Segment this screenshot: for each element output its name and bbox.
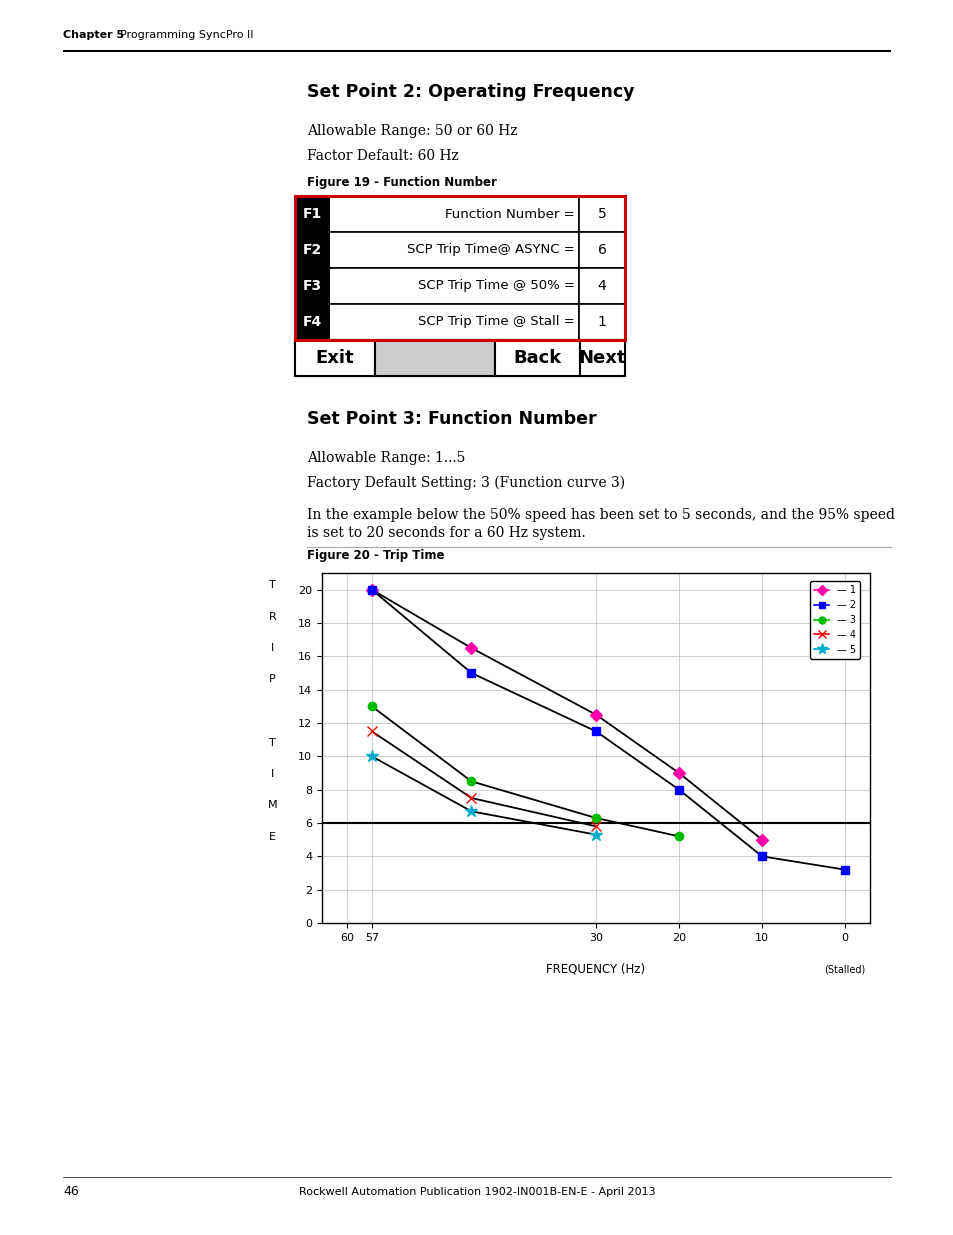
Text: Chapter 5: Chapter 5 <box>63 30 124 40</box>
Bar <box>329 196 578 232</box>
Bar <box>294 196 329 232</box>
Text: M: M <box>268 800 277 810</box>
Text: Function Number =: Function Number = <box>445 207 575 221</box>
Text: T: T <box>269 737 275 747</box>
Bar <box>63 49 890 52</box>
Text: I: I <box>271 769 274 779</box>
Bar <box>294 340 624 375</box>
Text: Figure 20 - Trip Time: Figure 20 - Trip Time <box>307 550 444 562</box>
Bar <box>578 196 624 232</box>
Bar <box>294 196 624 340</box>
Text: Next: Next <box>578 350 625 367</box>
Text: Allowable Range: 50 or 60 Hz: Allowable Range: 50 or 60 Hz <box>307 124 517 138</box>
Text: Exit: Exit <box>315 350 354 367</box>
Text: F3: F3 <box>302 279 321 293</box>
Text: is set to 20 seconds for a 60 Hz system.: is set to 20 seconds for a 60 Hz system. <box>307 526 585 540</box>
X-axis label: FREQUENCY (Hz): FREQUENCY (Hz) <box>546 962 645 976</box>
Text: F1: F1 <box>302 207 321 221</box>
Bar <box>294 304 329 340</box>
Text: Set Point 2: Operating Frequency: Set Point 2: Operating Frequency <box>307 83 634 101</box>
Bar <box>495 340 579 375</box>
Text: SCP Trip Time @ Stall =: SCP Trip Time @ Stall = <box>417 315 575 329</box>
Text: (Stalled): (Stalled) <box>823 965 864 974</box>
Text: SCP Trip Time @ 50% =: SCP Trip Time @ 50% = <box>417 279 575 293</box>
Legend: — 1, — 2, — 3, — 4, — 5: — 1, — 2, — 3, — 4, — 5 <box>809 582 859 658</box>
Bar <box>375 340 495 375</box>
Bar <box>294 268 329 304</box>
Bar <box>294 232 329 268</box>
Text: Allowable Range: 1...5: Allowable Range: 1...5 <box>307 451 465 466</box>
Bar <box>294 268 329 304</box>
Bar <box>294 232 329 268</box>
Text: SCP Trip Time@ ASYNC =: SCP Trip Time@ ASYNC = <box>407 243 575 257</box>
Text: P: P <box>269 674 275 684</box>
Text: Set Point 3: Function Number: Set Point 3: Function Number <box>307 410 596 429</box>
Text: In the example below the 50% speed has been set to 5 seconds, and the 95% speed: In the example below the 50% speed has b… <box>307 508 894 522</box>
Text: Programming SyncPro II: Programming SyncPro II <box>120 30 253 40</box>
Bar <box>579 340 624 375</box>
Text: 5: 5 <box>597 207 606 221</box>
Bar <box>578 304 624 340</box>
Text: 4: 4 <box>597 279 606 293</box>
Text: Back: Back <box>513 350 561 367</box>
Text: E: E <box>269 832 275 842</box>
Text: Factory Default Setting: 3 (Function curve 3): Factory Default Setting: 3 (Function cur… <box>307 475 624 490</box>
Text: F2: F2 <box>302 243 321 257</box>
Bar <box>578 268 624 304</box>
Text: T: T <box>269 580 275 590</box>
Text: R: R <box>269 611 276 621</box>
Text: 6: 6 <box>597 243 606 257</box>
Bar <box>578 232 624 268</box>
Bar <box>329 304 578 340</box>
Bar <box>329 232 578 268</box>
Bar <box>294 196 329 232</box>
Text: I: I <box>271 643 274 653</box>
Text: Figure 19 - Function Number: Figure 19 - Function Number <box>307 177 497 189</box>
Bar <box>294 340 375 375</box>
Bar <box>329 268 578 304</box>
Text: Factor Default: 60 Hz: Factor Default: 60 Hz <box>307 149 458 163</box>
Text: Rockwell Automation Publication 1902-IN001B-EN-E - April 2013: Rockwell Automation Publication 1902-IN0… <box>298 1187 655 1197</box>
Text: 46: 46 <box>63 1186 79 1198</box>
Text: F4: F4 <box>302 315 321 329</box>
Text: 1: 1 <box>597 315 606 329</box>
Bar <box>294 304 329 340</box>
